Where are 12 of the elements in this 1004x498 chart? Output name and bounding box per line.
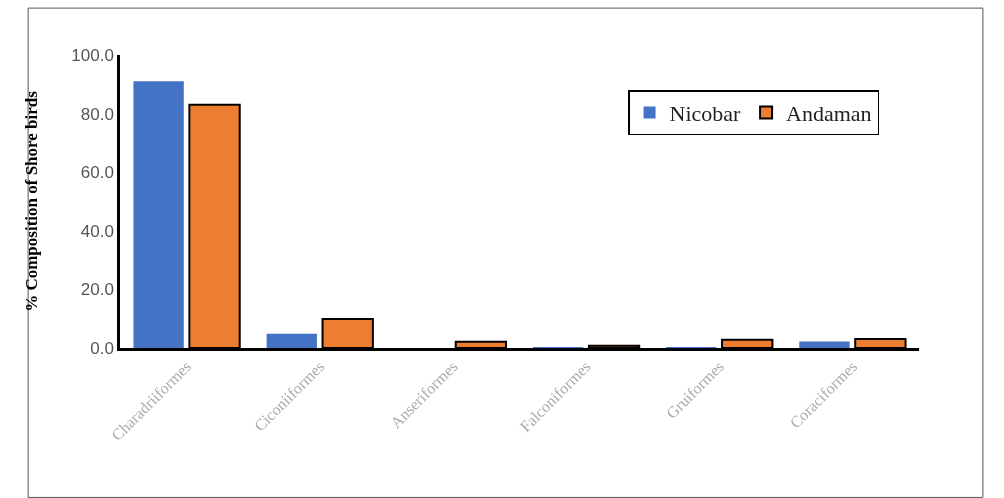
y-tick-label: 80.0 bbox=[80, 104, 114, 124]
y-tick-label: 40.0 bbox=[80, 221, 114, 241]
bar bbox=[133, 81, 184, 348]
bar bbox=[799, 341, 850, 348]
y-tick-label: 60.0 bbox=[80, 163, 114, 183]
y-tick-label: 20.0 bbox=[80, 280, 114, 300]
legend-label: Nicobar bbox=[669, 101, 742, 127]
bar bbox=[266, 333, 317, 348]
legend-label: Andaman bbox=[786, 101, 872, 127]
y-tick-label: 100.0 bbox=[71, 45, 114, 65]
y-axis-title: % Composition of Shore birds bbox=[21, 90, 41, 312]
y-tick-label: 0.0 bbox=[90, 338, 114, 358]
